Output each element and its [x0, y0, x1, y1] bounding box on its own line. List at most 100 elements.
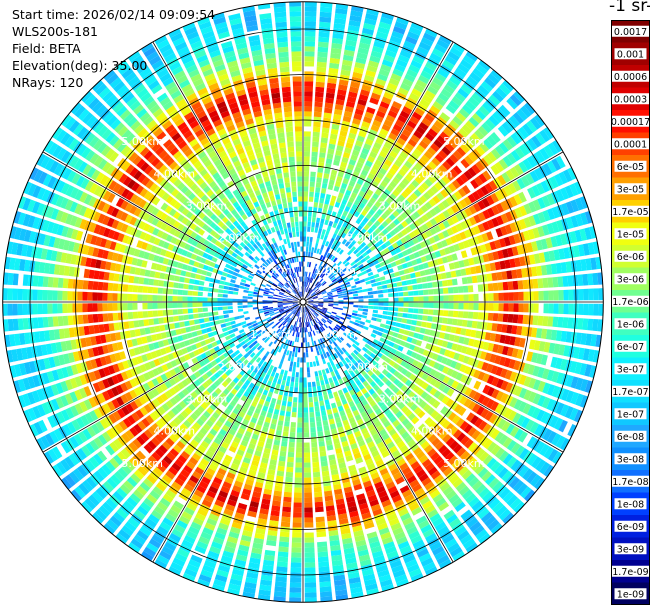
beta-cell [293, 507, 302, 513]
beta-cell [327, 77, 337, 84]
beta-cell [93, 224, 102, 235]
beta-cell [366, 258, 373, 264]
beta-cell [531, 241, 539, 252]
beta-cell [62, 315, 69, 326]
beta-cell [392, 332, 399, 338]
beta-cell [75, 230, 84, 241]
beta-cell [303, 216, 307, 222]
beta-cell [149, 412, 159, 422]
beta-cell [123, 321, 130, 330]
beta-cell [256, 419, 264, 426]
beta-cell [338, 320, 344, 325]
beta-cell [553, 249, 561, 261]
beta-cell [317, 41, 329, 48]
beta-cell [373, 454, 382, 463]
beta-cell [481, 122, 492, 134]
beta-cell [387, 110, 398, 119]
beta-cell [583, 303, 589, 316]
beta-cell [333, 302, 339, 304]
beta-cell [394, 350, 402, 357]
beta-cell [511, 348, 519, 358]
beta-cell [186, 345, 193, 353]
beta-cell [459, 364, 467, 373]
beta-cell [200, 458, 210, 467]
beta-cell [413, 83, 425, 93]
beta-cell [381, 236, 389, 243]
beta-cell [76, 448, 88, 460]
beta-cell [129, 378, 138, 388]
beta-cell [276, 334, 281, 341]
beta-cell [415, 450, 426, 460]
beta-cell [327, 265, 332, 271]
beta-cell [508, 292, 514, 301]
beta-cell [37, 289, 43, 301]
beta-cell [516, 268, 523, 279]
beta-cell [315, 329, 319, 335]
beta-cell [431, 353, 439, 361]
beta-cell [179, 321, 185, 328]
beta-cell [543, 290, 549, 301]
beta-cell [536, 409, 546, 422]
beta-cell [312, 297, 318, 300]
beta-cell [267, 306, 274, 310]
beta-cell [397, 54, 410, 64]
beta-cell [221, 441, 230, 450]
beta-cell [351, 76, 362, 84]
beta-cell [347, 249, 353, 256]
beta-cell [309, 277, 312, 283]
beta-cell [206, 490, 217, 499]
beta-cell [335, 589, 348, 596]
beta-cell [350, 358, 357, 365]
beta-cell [348, 576, 361, 584]
beta-cell [228, 445, 237, 453]
beta-cell [186, 416, 195, 425]
beta-cell [380, 354, 387, 361]
beta-cell [260, 503, 270, 510]
beta-cell [502, 512, 515, 524]
beta-cell [392, 407, 400, 415]
beta-cell [470, 348, 478, 357]
beta-cell [372, 404, 380, 412]
beta-cell [325, 270, 330, 276]
beta-cell [369, 428, 378, 436]
beta-cell [403, 40, 416, 50]
beta-cell [315, 281, 319, 287]
beta-cell [418, 41, 432, 52]
beta-cell [393, 292, 399, 297]
beta-cell [36, 388, 45, 402]
beta-cell [408, 296, 414, 302]
beta-cell [424, 504, 436, 515]
beta-cell [278, 415, 285, 421]
beta-cell [378, 224, 385, 231]
beta-cell [122, 284, 129, 292]
beta-cell [330, 360, 335, 367]
beta-cell [266, 412, 273, 419]
beta-cell [136, 435, 146, 446]
beta-cell [87, 303, 93, 312]
beta-cell [105, 460, 116, 472]
beta-cell [419, 270, 426, 277]
beta-cell [369, 399, 377, 407]
beta-cell [467, 167, 477, 178]
beta-cell [342, 481, 352, 489]
beta-cell [338, 431, 346, 438]
beta-cell [32, 216, 41, 230]
beta-cell [448, 302, 454, 309]
beta-cell [367, 287, 373, 292]
beta-cell [479, 451, 490, 462]
beta-cell [396, 357, 403, 365]
beta-cell [336, 351, 342, 357]
beta-cell [322, 308, 328, 311]
beta-cell [432, 195, 441, 204]
beta-cell [467, 285, 474, 293]
beta-cell [227, 338, 234, 345]
beta-cell [349, 127, 358, 135]
beta-cell [495, 378, 504, 389]
beta-cell [425, 275, 432, 282]
beta-cell [292, 303, 298, 306]
beta-cell [417, 333, 425, 341]
beta-cell [304, 557, 316, 563]
beta-cell [333, 334, 339, 340]
beta-cell [329, 275, 335, 280]
beta-cell [319, 6, 333, 13]
